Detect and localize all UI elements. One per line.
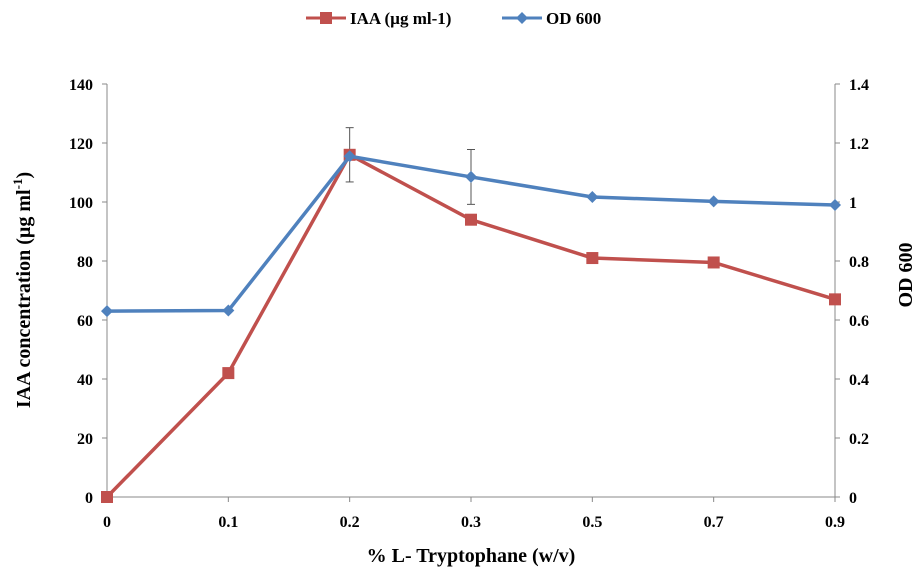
y-right-tick-label: 0.2 <box>849 431 869 448</box>
y-right-tick-label: 0 <box>849 490 857 507</box>
y-axis-left-title-main: IAA concentration (µg ml <box>13 189 35 408</box>
data-point-marker <box>101 491 113 503</box>
y-left-tick-label: 0 <box>85 490 93 507</box>
y-right-tick-label: 1 <box>849 195 857 212</box>
y-left-tick-label: 120 <box>69 136 93 153</box>
x-tick-label: 0.9 <box>825 514 845 531</box>
y-right-tick-label: 1.2 <box>849 136 869 153</box>
data-point-marker <box>586 252 599 265</box>
y-left-tick-label: 100 <box>69 195 93 212</box>
data-point-marker <box>222 367 235 380</box>
x-tick-label: 0.5 <box>582 514 602 531</box>
y-right-tick-label: 0.8 <box>849 254 869 271</box>
y-left-tick-label: 140 <box>69 77 93 94</box>
data-point-marker <box>829 198 841 211</box>
y-axis-right-title: OD 600 <box>895 243 917 308</box>
x-tick-label: 0 <box>103 514 111 531</box>
legend-iaa-marker <box>320 12 332 24</box>
data-point-marker <box>222 304 235 317</box>
data-point-marker <box>707 256 720 269</box>
data-point-marker <box>586 190 599 203</box>
data-point-marker <box>829 293 841 306</box>
plot-area <box>101 127 841 503</box>
legend-iaa-label: IAA (µg ml-1) <box>350 9 451 28</box>
x-axis-ticks: 0 0.1 0.2 0.3 0.5 0.7 0.9 <box>103 497 845 531</box>
y-axis-left-ticks: 0 20 40 60 80 100 120 140 <box>69 77 107 507</box>
y-right-tick-label: 0.6 <box>849 313 869 330</box>
y-left-tick-label: 60 <box>77 313 93 330</box>
y-left-tick-label: 20 <box>77 431 93 448</box>
axes <box>106 84 836 498</box>
data-point-marker <box>465 213 477 226</box>
series-iaa <box>101 127 841 503</box>
y-axis-left-title: IAA concentration (µg ml-1) <box>10 172 35 408</box>
y-axis-left-title-sup: -1 <box>10 179 25 190</box>
y-left-tick-label: 40 <box>77 372 93 389</box>
data-point-marker <box>101 305 113 318</box>
series-od600 <box>101 148 841 318</box>
legend-od-marker <box>516 12 528 24</box>
x-tick-label: 0.7 <box>704 514 724 531</box>
legend: IAA (µg ml-1) OD 600 <box>306 9 601 28</box>
y-right-tick-label: 1.4 <box>849 77 869 94</box>
series-line <box>105 153 836 499</box>
x-tick-label: 0.1 <box>218 514 238 531</box>
y-axis-left-title-end: ) <box>13 172 35 179</box>
legend-od-label: OD 600 <box>546 9 601 28</box>
data-point-marker <box>343 150 356 163</box>
x-tick-label: 0.2 <box>340 514 360 531</box>
y-left-tick-label: 80 <box>77 254 93 271</box>
y-axis-right-ticks: 0 0.2 0.4 0.6 0.8 1 1.2 1.4 <box>835 77 869 507</box>
x-axis-title: % L- Tryptophane (w/v) <box>367 545 576 567</box>
data-point-marker <box>465 170 477 183</box>
x-tick-label: 0.3 <box>461 514 481 531</box>
y-right-tick-label: 0.4 <box>849 372 869 389</box>
data-point-marker <box>707 195 720 208</box>
